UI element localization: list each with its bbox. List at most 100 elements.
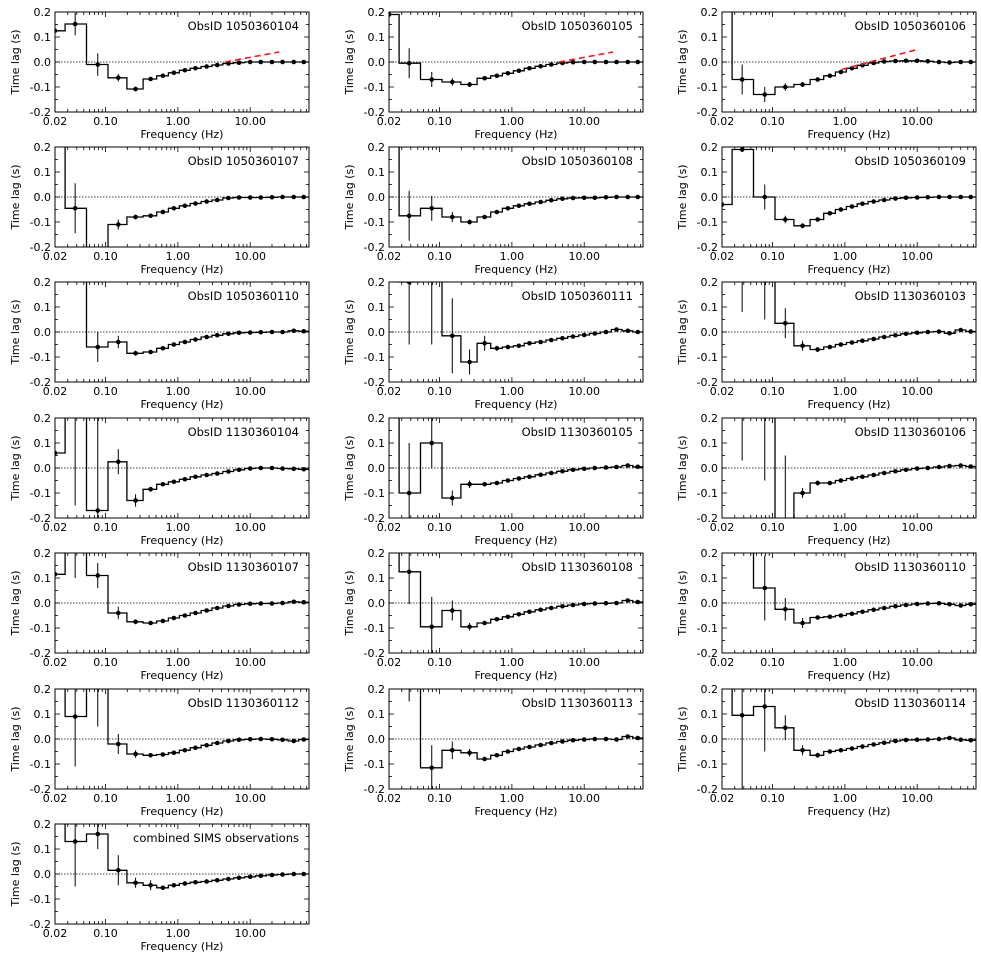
data-point <box>914 195 920 200</box>
data-point <box>603 329 609 335</box>
y-tick-label: -0.2 <box>697 106 718 119</box>
y-tick-label: 0.2 <box>34 6 52 19</box>
x-tick-label: 0.10 <box>427 250 452 263</box>
data-point <box>815 615 820 620</box>
data-point <box>133 880 138 886</box>
y-tick-label: 0.1 <box>368 572 386 585</box>
data-point <box>214 62 220 68</box>
x-tick-label: 0.02 <box>710 115 735 128</box>
data-point <box>516 746 522 752</box>
x-axis-label: Frequency (Hz) <box>141 534 224 547</box>
data-point <box>406 569 412 575</box>
data-point <box>860 338 865 344</box>
data-point <box>548 470 554 476</box>
model-line <box>558 51 614 63</box>
data-point <box>838 613 844 618</box>
data-point <box>258 601 264 606</box>
data-point <box>55 450 58 456</box>
data-point <box>538 63 543 69</box>
data-point <box>762 704 768 709</box>
data-point <box>849 611 855 617</box>
plot-area <box>722 282 976 352</box>
data-point <box>269 872 275 878</box>
plot-area <box>55 553 309 626</box>
x-tick-label: 10.00 <box>568 792 600 805</box>
data-point <box>133 619 138 625</box>
x-tick-label: 1.00 <box>500 115 525 128</box>
y-axis-label: Time lag (s) <box>343 435 356 501</box>
y-axis-label: Time lag (s) <box>9 706 22 772</box>
data-point <box>505 344 511 350</box>
data-point <box>193 65 198 71</box>
data-point <box>635 735 641 741</box>
y-tick-label: -0.2 <box>697 512 718 525</box>
panel-3: 0.02 0.10 1.00 10.00 -0.2 -0.1 0.0 0.1 0.2 Freque… <box>676 6 977 141</box>
data-point <box>160 752 166 757</box>
panel-title: ObsID 1050360107 <box>188 154 299 168</box>
data-point <box>115 339 121 345</box>
x-tick-label: 0.10 <box>93 927 118 940</box>
y-axis-label: Time lag (s) <box>676 29 689 95</box>
data-point <box>527 65 532 71</box>
data-point <box>171 615 177 621</box>
data-point <box>467 82 472 87</box>
x-tick-label: 10.00 <box>568 521 600 534</box>
data-point <box>947 194 952 200</box>
x-tick-label: 1.00 <box>833 115 858 128</box>
data-point <box>214 605 220 611</box>
step-line <box>731 12 976 96</box>
data-point <box>936 464 942 470</box>
plot-area <box>722 553 976 628</box>
data-point <box>925 737 931 742</box>
data-point <box>115 610 121 616</box>
data-point <box>505 749 511 754</box>
step-line <box>722 148 976 227</box>
data-point <box>936 736 942 742</box>
data-point <box>548 337 554 343</box>
data-point <box>258 465 264 471</box>
data-point <box>516 476 522 481</box>
data-point <box>936 59 942 65</box>
y-axis-label: Time lag (s) <box>9 29 22 95</box>
x-tick-label: 0.02 <box>710 656 735 669</box>
y-axis-label: Time lag (s) <box>343 164 356 230</box>
x-tick-label: 1.00 <box>833 792 858 805</box>
plot-area <box>389 553 643 653</box>
y-tick-label: -0.1 <box>30 758 51 771</box>
step-line <box>774 418 976 518</box>
data-point <box>581 59 587 65</box>
y-tick-label: -0.2 <box>30 106 51 119</box>
data-point <box>204 742 209 748</box>
x-axis-label: Frequency (Hz) <box>808 534 891 547</box>
x-tick-label: 0.10 <box>427 656 452 669</box>
data-point <box>592 465 598 471</box>
data-point <box>182 747 188 753</box>
panel-title: ObsID 1130360114 <box>855 696 966 710</box>
x-tick-label: 1.00 <box>833 250 858 263</box>
data-point <box>55 571 58 577</box>
data-point <box>182 67 188 73</box>
data-point <box>603 465 609 470</box>
data-point <box>893 332 898 338</box>
panel-14: 0.02 0.10 1.00 10.00 -0.2 -0.1 0.0 0.1 0.2 Freque… <box>343 547 644 682</box>
data-point <box>625 194 631 200</box>
y-tick-label: 0.2 <box>701 141 719 154</box>
x-tick-label: 10.00 <box>234 656 266 669</box>
data-point <box>815 77 820 82</box>
data-point <box>53 132 58 137</box>
data-point <box>527 340 532 346</box>
x-axis-label: Frequency (Hz) <box>141 669 224 682</box>
data-point <box>893 738 898 744</box>
panel-13: 0.02 0.10 1.00 10.00 -0.2 -0.1 0.0 0.1 0.2 Freque… <box>9 547 310 682</box>
y-tick-label: -0.2 <box>30 241 51 254</box>
data-point <box>236 195 242 200</box>
data-point <box>762 585 768 591</box>
data-point <box>269 601 275 606</box>
data-point <box>269 465 275 471</box>
data-point <box>214 471 220 476</box>
y-tick-label: -0.2 <box>364 512 385 525</box>
data-point <box>95 344 101 350</box>
data-point <box>258 59 264 65</box>
x-tick-label: 0.02 <box>377 250 402 263</box>
data-point <box>603 736 609 742</box>
